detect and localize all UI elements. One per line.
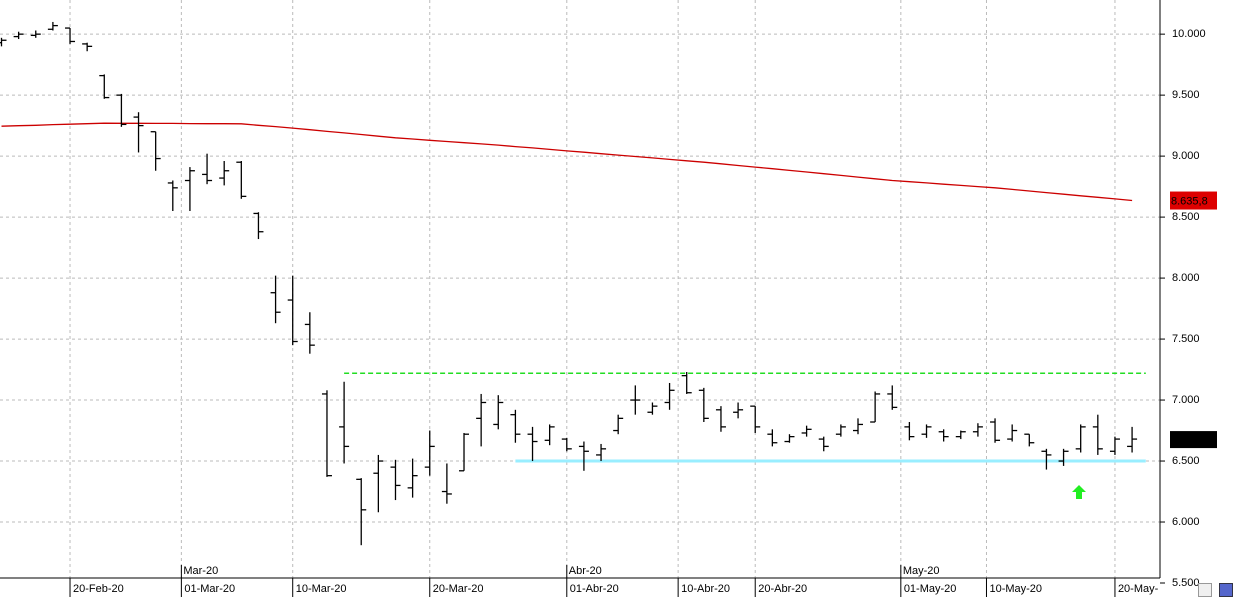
y-tick-label: 8.000: [1172, 272, 1200, 284]
x-tick-label: 10-Abr-20: [681, 583, 730, 595]
y-tick-label: 6.000: [1172, 516, 1200, 528]
x-tick-label: 01-May-20: [904, 583, 957, 595]
x-tick-label: 01-Mar-20: [184, 583, 235, 595]
tool-icon[interactable]: [1198, 583, 1212, 597]
month-tick-label: Abr-20: [569, 565, 602, 577]
month-tick-label: May-20: [903, 565, 940, 577]
x-tick-label: 20-May-: [1118, 583, 1159, 595]
x-tick-label: 01-Abr-20: [570, 583, 619, 595]
y-tick-label: 5.500: [1172, 577, 1200, 589]
close-last-tag: [1170, 431, 1217, 449]
y-tick-label: 7.500: [1172, 333, 1200, 345]
x-tick-label: 20-Abr-20: [758, 583, 807, 595]
month-tick-label: Mar-20: [183, 565, 218, 577]
x-tick-label: 20-Feb-20: [73, 583, 124, 595]
y-tick-label: 9.000: [1172, 150, 1200, 162]
y-tick-label: 10.000: [1172, 28, 1206, 40]
y-tick-label: 6.500: [1172, 455, 1200, 467]
y-tick-label: 7.000: [1172, 394, 1200, 406]
x-tick-label: 10-Mar-20: [296, 583, 347, 595]
x-tick-label: 20-Mar-20: [433, 583, 484, 595]
plot-area: [0, 0, 1160, 578]
x-axis-band: [0, 578, 1160, 597]
x-tick-label: 10-May-20: [989, 583, 1042, 595]
y-tick-label: 8.500: [1172, 211, 1200, 223]
moving-average: [1, 122, 1133, 202]
signal-arrow: [1071, 484, 1087, 500]
save-icon[interactable]: [1219, 583, 1233, 597]
ma-last-label: 8.635,8: [1171, 195, 1208, 207]
y-tick-label: 9.500: [1172, 89, 1200, 101]
ma-last-tag: [1170, 191, 1217, 210]
arrow-icon: [1072, 485, 1086, 499]
